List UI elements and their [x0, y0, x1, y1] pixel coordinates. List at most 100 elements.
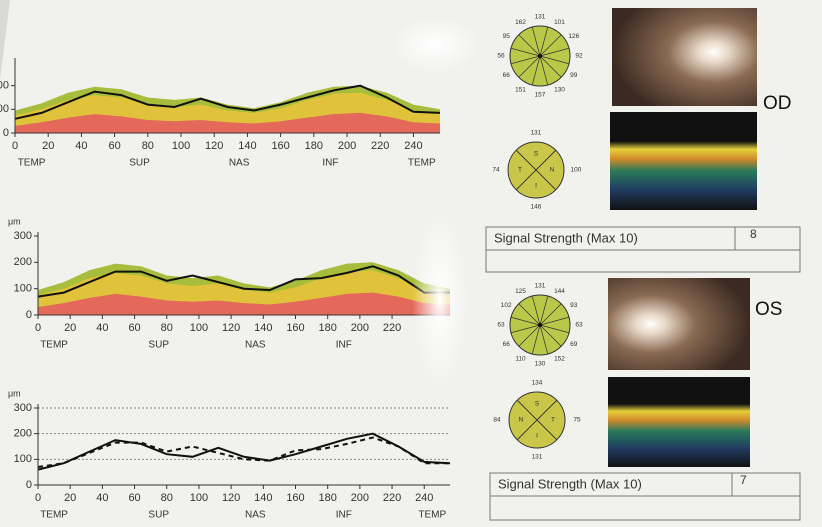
region-label: TEMP [40, 340, 68, 351]
x-tick-label: 120 [222, 322, 240, 334]
clock-value: 131 [535, 14, 546, 21]
x-tick-label: 140 [254, 322, 272, 334]
quadrant-value: 131 [532, 454, 543, 461]
clock-value: 63 [575, 322, 583, 329]
region-label: INF [336, 340, 352, 351]
y-tick-label: 200 [14, 256, 32, 268]
quadrant-letter: I [535, 183, 537, 190]
x-tick-label: 0 [12, 140, 18, 152]
oct-scan-os [608, 377, 750, 467]
x-tick-label: 220 [383, 492, 401, 504]
signal-label: Signal Strength (Max 10) [494, 230, 638, 245]
quadrant-letter: S [534, 151, 539, 158]
x-tick-label: 0 [35, 492, 41, 504]
x-tick-label: 140 [254, 492, 272, 504]
x-tick-label: 80 [142, 140, 154, 152]
x-tick-label: 20 [42, 140, 54, 152]
quadrant-letter: T [551, 417, 555, 424]
clock-center [538, 54, 542, 58]
clock-value: 69 [570, 341, 578, 348]
report: OD OS Signal Strength (Max 10) 8 Signal … [0, 0, 822, 527]
x-tick-label: 180 [319, 492, 337, 504]
x-tick-label: 220 [371, 140, 389, 152]
region-label: INF [322, 158, 338, 169]
x-tick-label: 80 [161, 492, 173, 504]
quadrant-value: 146 [531, 204, 542, 211]
quadrant-letter: T [518, 167, 522, 174]
x-tick-label: 120 [205, 140, 223, 152]
x-tick-label: 140 [238, 140, 256, 152]
x-tick-label: 180 [319, 322, 337, 334]
eye-label: OD [763, 93, 792, 114]
y-tick-label: 200 [14, 428, 32, 440]
y-tick-label: 100 [14, 453, 32, 465]
region-label: TEMP [18, 158, 46, 169]
fundus-image-od [612, 8, 757, 106]
x-tick-label: 60 [128, 322, 140, 334]
quadrant-value: 131 [531, 130, 542, 137]
clock-value: 95 [503, 33, 511, 40]
x-tick-label: 240 [415, 492, 433, 504]
x-tick-label: 100 [190, 322, 208, 334]
quadrant-value: 84 [493, 417, 501, 424]
clock-value: 157 [535, 92, 546, 99]
signal-label: Signal Strength (Max 10) [498, 476, 642, 491]
region-label: SUP [148, 340, 169, 351]
clock-value: 56 [497, 53, 505, 60]
x-tick-label: 60 [128, 492, 140, 504]
region-label: NAS [245, 510, 266, 521]
clock-value: 144 [554, 288, 565, 295]
clock-value: 63 [497, 322, 505, 329]
x-tick-label: 40 [96, 322, 108, 334]
y-tick-label: 200 [0, 80, 9, 92]
x-tick-label: 200 [351, 492, 369, 504]
x-tick-label: 220 [383, 322, 401, 334]
x-tick-label: 0 [35, 322, 41, 334]
fundus-image-os [608, 278, 750, 370]
region-label: NAS [245, 340, 266, 351]
x-tick-label: 100 [172, 140, 190, 152]
clock-value: 125 [515, 288, 526, 295]
region-label: SUP [148, 510, 169, 521]
quadrant-letter: N [550, 167, 555, 174]
x-tick-label: 160 [271, 140, 289, 152]
x-tick-label: 60 [108, 140, 120, 152]
x-tick-label: 180 [305, 140, 323, 152]
clock-value: 102 [501, 302, 512, 309]
clock-value: 162 [515, 19, 526, 26]
clock-value: 92 [575, 53, 583, 60]
quadrant-value: 74 [492, 167, 500, 174]
clock-value: 131 [535, 283, 546, 290]
quadrant-value: 100 [571, 167, 582, 174]
quadrant-value: 75 [573, 417, 581, 424]
y-axis-label: μm [8, 388, 21, 398]
clock-value: 152 [554, 355, 565, 362]
y-tick-label: 100 [0, 103, 9, 115]
region-label: TEMP [40, 510, 68, 521]
x-tick-label: 120 [222, 492, 240, 504]
clock-value: 151 [515, 86, 526, 93]
y-tick-label: 0 [3, 127, 9, 139]
x-tick-label: 100 [190, 492, 208, 504]
quadrant-letter: I [536, 433, 538, 440]
x-tick-label: 20 [64, 322, 76, 334]
clock-value: 126 [568, 33, 579, 40]
clock-center [538, 323, 542, 327]
clock-value: 66 [503, 341, 511, 348]
y-tick-label: 100 [14, 283, 32, 295]
signal-value: 7 [740, 473, 747, 487]
clock-value: 101 [554, 19, 565, 26]
glare [412, 210, 468, 390]
region-label: NAS [229, 158, 250, 169]
clock-value: 130 [554, 86, 565, 93]
region-label: SUP [129, 158, 150, 169]
x-tick-label: 200 [338, 140, 356, 152]
clock-value: 93 [570, 302, 578, 309]
x-tick-label: 200 [351, 322, 369, 334]
y-tick-label: 300 [14, 230, 32, 242]
x-tick-label: 160 [286, 492, 304, 504]
x-tick-label: 40 [75, 140, 87, 152]
clock-value: 99 [570, 72, 578, 79]
eye-label: OS [755, 299, 782, 320]
x-tick-label: 20 [64, 492, 76, 504]
